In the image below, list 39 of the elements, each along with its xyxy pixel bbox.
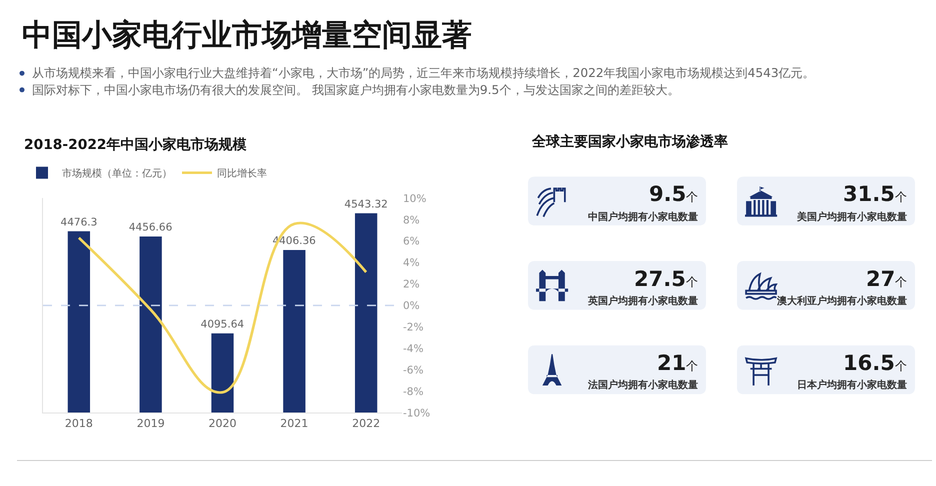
x-tick-label: 2021: [280, 416, 308, 430]
y2-tick-label: 0%: [403, 300, 420, 312]
y2-tick-label: -6%: [403, 364, 424, 376]
y2-tick-label: -2%: [403, 322, 424, 334]
x-tick-label: 2022: [352, 416, 380, 430]
legend-label: 同比增长率: [217, 168, 267, 180]
data-label: 27.5个: [634, 267, 698, 291]
category-label: 澳大利亚户均拥有小家电数量: [776, 295, 907, 307]
category-label: 英国户均拥有小家电数量: [587, 295, 698, 307]
data-label: 27个: [866, 267, 908, 291]
data-label: 4476.3: [60, 216, 98, 228]
text: 国际对标下，中国小家电市场仍有很大的发展空间。 我国家庭户均拥有小家电数量为9.5个，与发达国家之间的差距较大。: [32, 83, 680, 97]
text: 中国小家电行业市场增量空间显著: [22, 18, 472, 53]
category-label: 中国户均拥有小家电数量: [588, 211, 698, 223]
legend-label: 市场规模（单位：亿元）: [62, 168, 172, 180]
text: 全球主要国家小家电市场渗透率: [531, 133, 728, 150]
y2-tick-label: -10%: [403, 407, 430, 420]
y2-tick-label: 2%: [403, 278, 420, 291]
y2-tick-label: 10%: [403, 192, 426, 205]
text: 从市场规模来看，中国小家电行业大盘维持着“小家电，大市场”的局势，近三年来市场规模持续增长，2022年我国小家电市场规模达到4543亿元。: [32, 66, 815, 80]
data-label: 16.5个: [843, 351, 907, 375]
y2-tick-label: 4%: [403, 257, 420, 270]
y2-tick-label: 8%: [403, 214, 420, 226]
data-label: 4456.66: [128, 222, 173, 234]
chart-title: 2018-2022年中国小家电市场规模: [24, 136, 248, 153]
data-label: 4095.64: [200, 318, 244, 330]
data-label: 9.5个: [649, 182, 698, 206]
category-label: 法国户均拥有小家电数量: [587, 379, 698, 391]
x-tick-label: 2020: [208, 416, 236, 430]
y2-tick-label: -4%: [403, 342, 424, 355]
x-tick-label: 2019: [136, 416, 165, 430]
category-label: 美国户均拥有小家电数量: [796, 211, 907, 223]
data-label: 31.5个: [843, 182, 907, 206]
category-label: 日本户均拥有小家电数量: [797, 379, 907, 391]
data-label: 4543.32: [344, 198, 388, 210]
y2-tick-label: -8%: [403, 386, 424, 398]
x-tick-label: 2018: [64, 416, 93, 430]
y2-tick-label: 6%: [403, 236, 420, 248]
data-label: 21个: [657, 351, 698, 375]
